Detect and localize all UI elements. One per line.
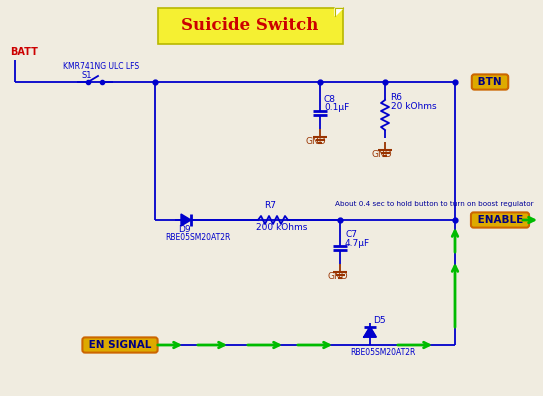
- Text: About 0.4 sec to hold button to turn on boost regulator: About 0.4 sec to hold button to turn on …: [335, 201, 534, 207]
- Text: R6: R6: [390, 93, 402, 102]
- FancyBboxPatch shape: [158, 8, 343, 44]
- Polygon shape: [181, 214, 191, 226]
- Text: RBE05SM20AT2R: RBE05SM20AT2R: [165, 233, 230, 242]
- Text: D9: D9: [178, 225, 191, 234]
- Text: BATT: BATT: [10, 47, 38, 57]
- Polygon shape: [364, 327, 376, 337]
- Text: RBE05SM20AT2R: RBE05SM20AT2R: [350, 348, 415, 357]
- Text: D5: D5: [373, 316, 386, 325]
- Text: Suicide Switch: Suicide Switch: [181, 17, 319, 34]
- Text: ENABLE: ENABLE: [473, 215, 526, 225]
- Text: GND: GND: [327, 272, 348, 281]
- Text: GND: GND: [371, 150, 392, 159]
- Text: C7: C7: [345, 230, 357, 239]
- Polygon shape: [335, 8, 343, 16]
- Text: GND: GND: [306, 137, 327, 146]
- Text: EN SIGNAL: EN SIGNAL: [85, 340, 155, 350]
- Text: S1: S1: [81, 71, 92, 80]
- Text: R7: R7: [264, 201, 276, 210]
- Text: BTN: BTN: [475, 77, 506, 87]
- Text: 0.1μF: 0.1μF: [324, 103, 349, 112]
- Text: 4.7μF: 4.7μF: [345, 239, 370, 248]
- Text: KMR741NG ULC LFS: KMR741NG ULC LFS: [63, 62, 139, 71]
- Text: C8: C8: [324, 95, 336, 104]
- Text: 20 kOhms: 20 kOhms: [391, 102, 437, 111]
- Text: 200 kOhms: 200 kOhms: [256, 223, 307, 232]
